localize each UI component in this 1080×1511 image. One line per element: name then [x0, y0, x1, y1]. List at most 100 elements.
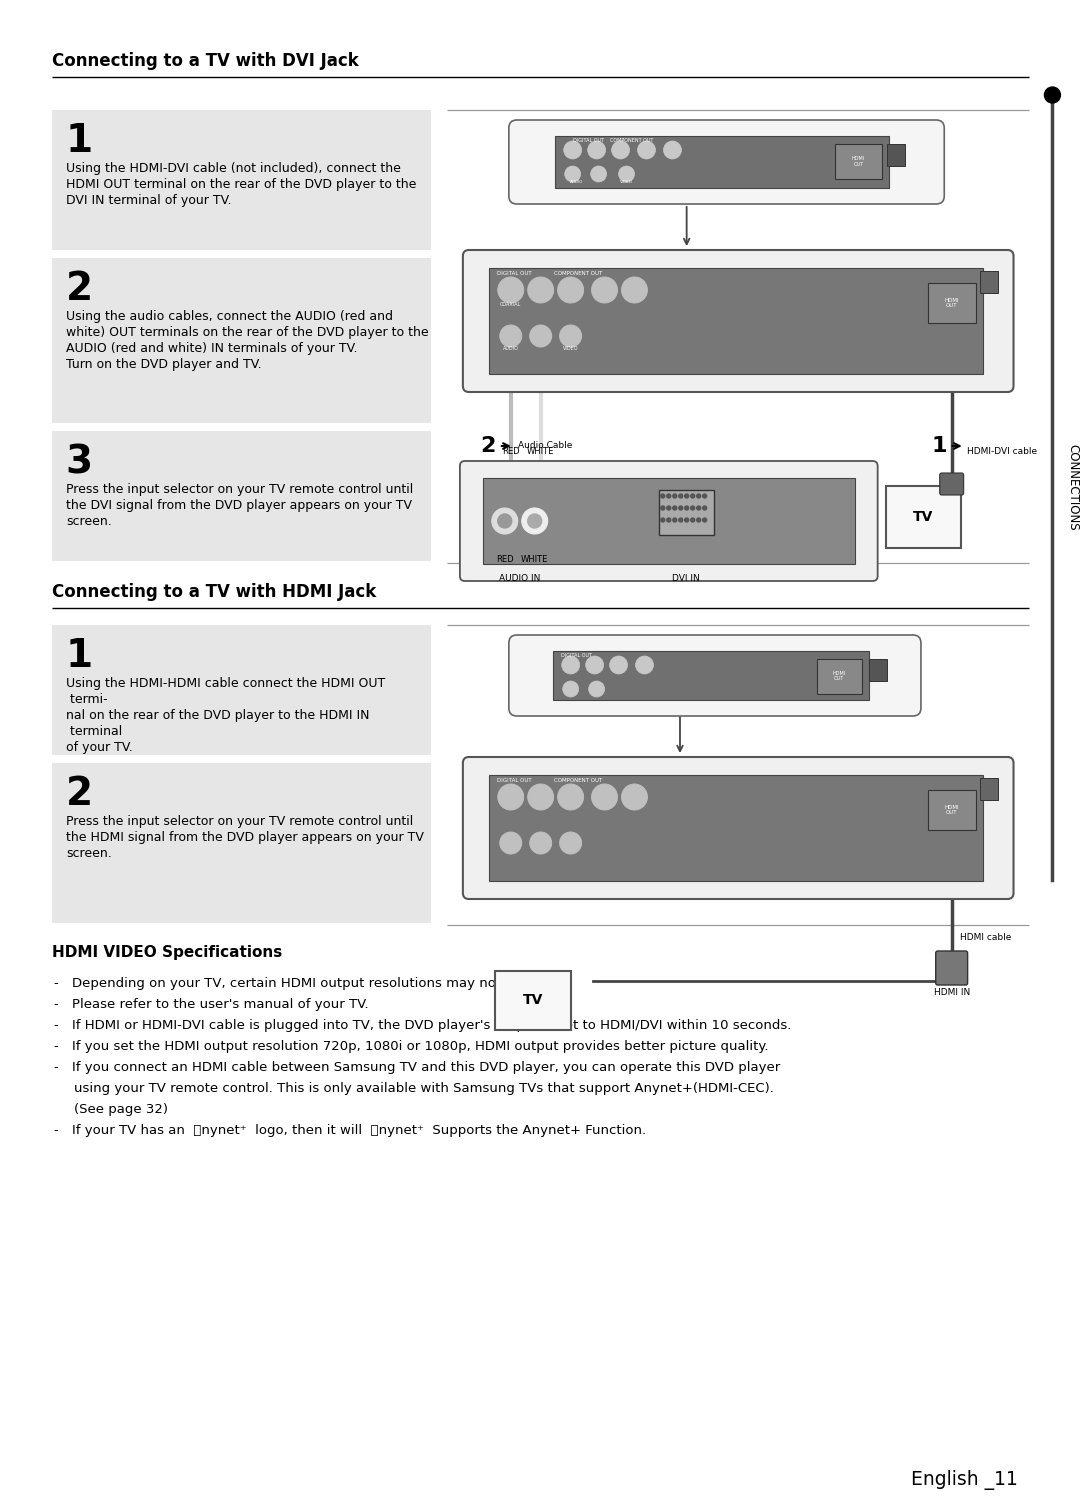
Text: AUDIO (red and white) IN terminals of your TV.: AUDIO (red and white) IN terminals of yo… — [66, 341, 357, 355]
Circle shape — [691, 506, 694, 511]
Circle shape — [500, 833, 522, 854]
Text: Connecting to a TV with HDMI Jack: Connecting to a TV with HDMI Jack — [52, 583, 376, 601]
Text: DIGITAL OUT: DIGITAL OUT — [497, 270, 531, 277]
Text: Using the audio cables, connect the AUDIO (red and: Using the audio cables, connect the AUDI… — [66, 310, 393, 323]
Circle shape — [498, 784, 524, 810]
Text: HDMI
OUT: HDMI OUT — [833, 671, 846, 681]
Text: COMPONENT OUT: COMPONENT OUT — [609, 138, 653, 144]
Text: the DVI signal from the DVD player appears on your TV: the DVI signal from the DVD player appea… — [66, 499, 411, 512]
Circle shape — [685, 506, 689, 511]
Circle shape — [621, 784, 647, 810]
Text: HDMI-DVI cable: HDMI-DVI cable — [967, 447, 1037, 456]
Text: If HDMI or HDMI-DVI cable is plugged into TV, the DVD player's output is set to : If HDMI or HDMI-DVI cable is plugged int… — [72, 1018, 792, 1032]
Text: terminal: terminal — [66, 725, 122, 737]
Text: 2: 2 — [66, 270, 93, 308]
Circle shape — [522, 508, 548, 533]
Text: HDMI
OUT: HDMI OUT — [852, 156, 865, 166]
Text: HDMI OUT terminal on the rear of the DVD player to the: HDMI OUT terminal on the rear of the DVD… — [66, 178, 416, 190]
Circle shape — [663, 141, 681, 159]
Circle shape — [611, 141, 630, 159]
Text: Turn on the DVD player and TV.: Turn on the DVD player and TV. — [66, 358, 261, 372]
FancyBboxPatch shape — [659, 490, 714, 535]
Text: VIDEO: VIDEO — [620, 180, 633, 184]
Text: AUDIO IN: AUDIO IN — [499, 574, 540, 583]
Text: Depending on your TV, certain HDMI output resolutions may not work.: Depending on your TV, certain HDMI outpu… — [72, 978, 541, 990]
Circle shape — [678, 518, 683, 521]
Text: DIGITAL OUT: DIGITAL OUT — [497, 778, 531, 783]
Text: 2: 2 — [481, 437, 496, 456]
Circle shape — [703, 518, 706, 521]
Text: termi-: termi- — [66, 694, 108, 706]
FancyBboxPatch shape — [980, 778, 998, 799]
Text: -: - — [54, 1061, 58, 1074]
Text: HDMI cable: HDMI cable — [960, 932, 1011, 941]
Circle shape — [588, 141, 606, 159]
Text: Using the HDMI-DVI cable (not included), connect the: Using the HDMI-DVI cable (not included),… — [66, 162, 401, 175]
Text: Please refer to the user's manual of your TV.: Please refer to the user's manual of you… — [72, 997, 368, 1011]
FancyBboxPatch shape — [555, 136, 890, 187]
Circle shape — [703, 506, 706, 511]
FancyBboxPatch shape — [52, 763, 431, 923]
Circle shape — [661, 506, 665, 511]
Text: If you set the HDMI output resolution 720p, 1080i or 1080p, HDMI output provides: If you set the HDMI output resolution 72… — [72, 1040, 768, 1053]
Text: RED: RED — [502, 447, 519, 456]
Text: -: - — [54, 1018, 58, 1032]
Text: DVI IN: DVI IN — [673, 574, 700, 583]
FancyBboxPatch shape — [495, 972, 570, 1031]
Text: COAXIAL: COAXIAL — [500, 302, 522, 307]
Text: HDMI
OUT: HDMI OUT — [944, 804, 959, 816]
Circle shape — [528, 277, 554, 304]
Circle shape — [673, 518, 677, 521]
Circle shape — [691, 518, 694, 521]
Text: screen.: screen. — [66, 848, 111, 860]
FancyBboxPatch shape — [888, 144, 905, 166]
Circle shape — [498, 514, 512, 527]
Circle shape — [563, 681, 579, 697]
FancyBboxPatch shape — [483, 477, 854, 564]
Circle shape — [703, 494, 706, 499]
Circle shape — [592, 277, 618, 304]
Text: screen.: screen. — [66, 515, 111, 527]
FancyBboxPatch shape — [980, 270, 998, 293]
Text: of your TV.: of your TV. — [66, 740, 133, 754]
Text: 1: 1 — [66, 122, 93, 160]
Circle shape — [697, 494, 701, 499]
FancyBboxPatch shape — [489, 267, 983, 375]
Circle shape — [661, 494, 665, 499]
Text: -: - — [54, 997, 58, 1011]
Text: 2: 2 — [66, 775, 93, 813]
FancyBboxPatch shape — [463, 249, 1013, 391]
FancyBboxPatch shape — [553, 651, 869, 700]
Circle shape — [673, 494, 677, 499]
Circle shape — [559, 833, 582, 854]
Text: white) OUT terminals on the rear of the DVD player to the: white) OUT terminals on the rear of the … — [66, 326, 429, 338]
Text: COMPONENT OUT: COMPONENT OUT — [554, 778, 602, 783]
Circle shape — [666, 518, 671, 521]
Circle shape — [1044, 88, 1061, 103]
Text: AUDIO: AUDIO — [503, 346, 518, 351]
Circle shape — [591, 166, 607, 181]
Circle shape — [635, 656, 653, 674]
FancyBboxPatch shape — [52, 626, 431, 756]
Circle shape — [557, 277, 583, 304]
Text: WHITE: WHITE — [527, 447, 554, 456]
Text: nal on the rear of the DVD player to the HDMI IN: nal on the rear of the DVD player to the… — [66, 709, 369, 722]
FancyBboxPatch shape — [52, 431, 431, 561]
Circle shape — [691, 494, 694, 499]
Text: DVI IN terminal of your TV.: DVI IN terminal of your TV. — [66, 193, 231, 207]
Circle shape — [609, 656, 627, 674]
Circle shape — [528, 514, 542, 527]
Text: 1: 1 — [931, 437, 947, 456]
Text: CONNECTIONS: CONNECTIONS — [1066, 444, 1079, 530]
Circle shape — [529, 325, 552, 348]
Text: Using the HDMI-HDMI cable connect the HDMI OUT: Using the HDMI-HDMI cable connect the HD… — [66, 677, 386, 691]
Circle shape — [661, 518, 665, 521]
Circle shape — [666, 494, 671, 499]
FancyBboxPatch shape — [940, 473, 963, 496]
Circle shape — [589, 681, 605, 697]
Text: Press the input selector on your TV remote control until: Press the input selector on your TV remo… — [66, 814, 413, 828]
Text: Audio Cable: Audio Cable — [518, 441, 572, 450]
Text: RED: RED — [496, 555, 514, 564]
Text: HDMI
OUT: HDMI OUT — [944, 298, 959, 308]
Circle shape — [697, 506, 701, 511]
